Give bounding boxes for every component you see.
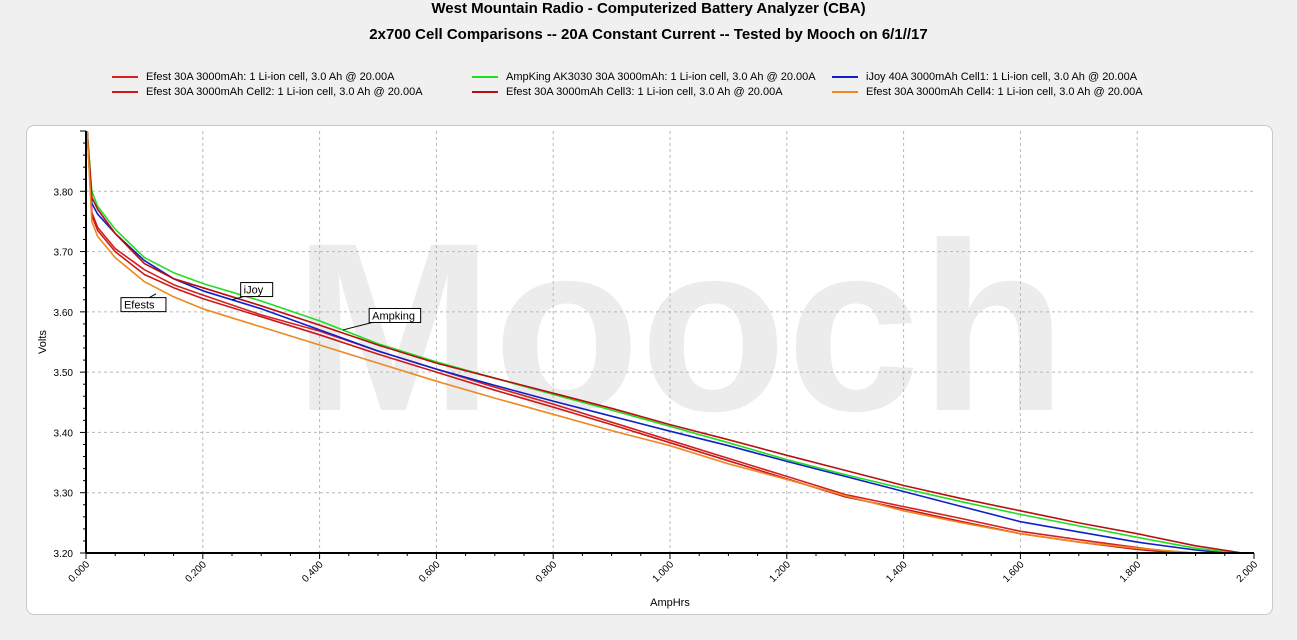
legend-item: iJoy 40A 3000mAh Cell1: 1 Li-ion cell, 3…	[832, 71, 1137, 83]
x-axis-title: AmpHrs	[650, 597, 690, 609]
y-tick-label: 3.40	[54, 428, 74, 439]
legend-swatch	[472, 91, 498, 93]
x-tick-label: 1.800	[1118, 559, 1144, 585]
legend-item: Efest 30A 3000mAh: 1 Li-ion cell, 3.0 Ah…	[112, 71, 394, 83]
legend-item: Efest 30A 3000mAh Cell2: 1 Li-ion cell, …	[112, 86, 423, 98]
y-tick-label: 3.80	[54, 187, 74, 198]
series-line	[86, 130, 1184, 554]
legend-label: Efest 30A 3000mAh Cell3: 1 Li-ion cell, …	[506, 86, 783, 98]
x-tick-label: 1.400	[884, 559, 910, 585]
y-tick-label: 3.70	[54, 248, 74, 259]
series-line	[86, 130, 1243, 554]
series-line	[86, 130, 1225, 554]
legend-swatch	[832, 91, 858, 93]
y-tick-label: 3.20	[54, 549, 74, 560]
legend-swatch	[112, 91, 138, 93]
watermark: Mooch	[293, 193, 1066, 461]
annotation-label: Efests	[124, 300, 155, 312]
y-tick-label: 3.30	[54, 489, 74, 500]
x-tick-label: 0.600	[417, 559, 443, 585]
y-tick-label: 3.60	[54, 308, 74, 319]
annotation-efests: Efests	[120, 293, 167, 313]
x-tick-label: 0.000	[67, 559, 93, 585]
chart-subtitle: 2x700 Cell Comparisons -- 20A Constant C…	[369, 26, 928, 43]
annotation-ampking: Ampking	[342, 307, 422, 331]
legend-item: AmpKing AK3030 30A 3000mAh: 1 Li-ion cel…	[472, 71, 816, 83]
annotation-box	[120, 297, 167, 313]
annotation-ijoy: iJoy	[231, 282, 274, 301]
plot-frame	[26, 125, 1273, 615]
annotation-box	[240, 282, 274, 298]
x-tick-label: 1.200	[767, 559, 793, 585]
legend-label: iJoy 40A 3000mAh Cell1: 1 Li-ion cell, 3…	[866, 71, 1138, 83]
annotation-label: iJoy	[244, 285, 264, 297]
legend-item: Efest 30A 3000mAh Cell4: 1 Li-ion cell, …	[832, 86, 1143, 98]
legend-swatch	[112, 76, 138, 78]
legend-swatch	[472, 76, 498, 78]
legend-swatch	[832, 76, 858, 78]
annotation-pointer	[342, 321, 373, 331]
x-tick-label: 1.000	[651, 559, 677, 585]
y-axis-title: Volts	[37, 330, 49, 354]
legend-label: Efest 30A 3000mAh: 1 Li-ion cell, 3.0 Ah…	[146, 71, 395, 83]
series-line	[86, 130, 1196, 554]
legend-label: Efest 30A 3000mAh Cell4: 1 Li-ion cell, …	[866, 86, 1143, 98]
x-tick-label: 0.800	[534, 559, 560, 585]
series-line	[86, 130, 1179, 554]
annotation-box	[368, 307, 422, 323]
x-tick-label: 0.200	[183, 559, 209, 585]
annotation-label: Ampking	[372, 310, 415, 322]
x-tick-label: 0.400	[300, 559, 326, 585]
series-line	[86, 130, 1237, 554]
annotation-pointer	[231, 296, 244, 301]
chart-title: West Mountain Radio - Computerized Batte…	[431, 0, 866, 17]
legend-label: Efest 30A 3000mAh Cell2: 1 Li-ion cell, …	[146, 86, 423, 98]
y-tick-label: 3.50	[54, 368, 74, 379]
x-tick-label: 1.600	[1001, 559, 1027, 585]
legend-item: Efest 30A 3000mAh Cell3: 1 Li-ion cell, …	[472, 86, 783, 98]
x-tick-label: 2.000	[1235, 559, 1261, 585]
legend-label: AmpKing AK3030 30A 3000mAh: 1 Li-ion cel…	[506, 71, 816, 83]
